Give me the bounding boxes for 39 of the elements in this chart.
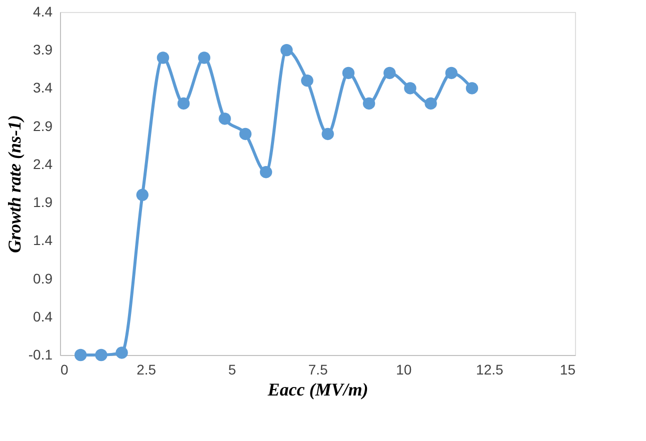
x-tick-label: 7.5 [308,362,328,378]
point [136,188,149,202]
x-tick-label: 2.5 [136,362,156,378]
y-tick-label: 3.4 [33,80,53,96]
point [383,66,396,80]
point [218,112,231,125]
x-tick-label: 0 [60,362,68,378]
point [198,52,210,64]
y-tick-label: 0.4 [33,308,53,324]
point [239,128,252,140]
x-tick-label: 15 [560,362,576,378]
y-tick-label: 0.9 [33,270,53,286]
point [322,128,334,140]
y-axis-title: Growth rate (ns-1) [4,114,24,254]
point [445,66,458,80]
point [116,346,128,359]
point [156,52,170,64]
y-tick-label: 1.9 [33,194,53,210]
y-tick-label: 2.4 [33,156,53,172]
x-axis-title: Eacc (MV/m) [266,380,368,400]
point [280,44,293,56]
x-tick-label: 10 [396,362,412,378]
x-tick-label: 5 [228,362,236,378]
point [74,348,87,362]
y-tick-label: 1.4 [33,232,53,248]
point [342,66,355,80]
y-tick-label: -0.1 [28,346,53,362]
y-tick-label: 2.9 [33,118,53,134]
point [301,74,314,87]
point [404,82,416,94]
point [424,97,437,110]
y-tick-label: 4.4 [33,4,53,20]
x-tick-label: 12.5 [476,362,504,378]
point [466,82,478,94]
y-tick-label: 3.9 [33,42,53,58]
point [95,348,108,362]
point [177,97,190,110]
point [362,97,376,110]
point [260,166,272,178]
